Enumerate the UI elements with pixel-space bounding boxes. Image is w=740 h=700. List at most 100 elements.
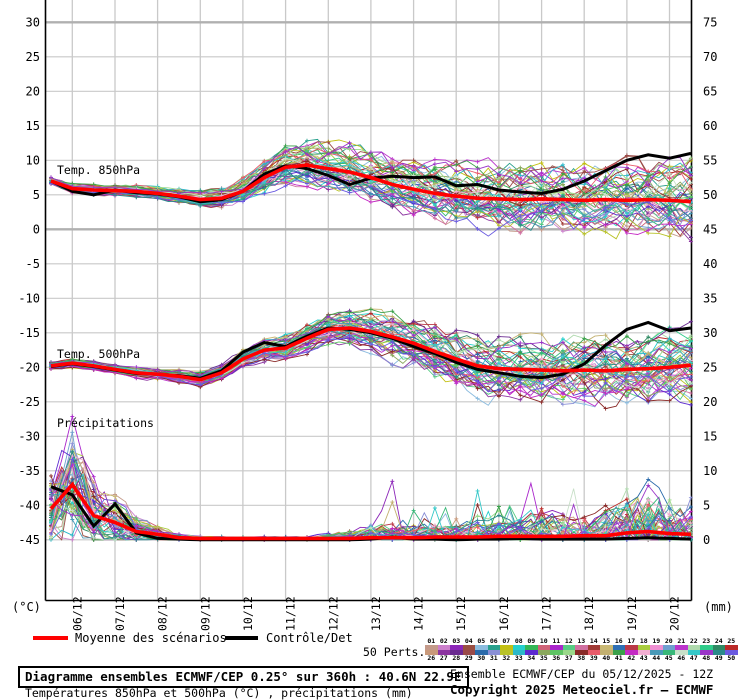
left-tick-label: 25: [26, 50, 40, 64]
right-tick-label: 70: [703, 50, 717, 64]
axis-tick-labels: 302520151050-5-10-15-20-25-30-35-40-4575…: [12, 15, 733, 631]
pert-colors-row-bottom: [425, 650, 738, 655]
pert-number: 25: [727, 637, 736, 645]
right-axis-unit: (mm): [704, 600, 733, 614]
pert-color-swatch: [725, 645, 738, 650]
date-tick-label: 06/12: [70, 596, 84, 631]
pert-number: 16: [614, 637, 623, 645]
left-tick-label: 0: [33, 222, 40, 236]
date-tick-label: 09/12: [198, 596, 212, 631]
control-legend-label: Contrôle/Det: [266, 631, 353, 645]
left-axis-unit: (°C): [12, 600, 41, 614]
pert-number: 05: [477, 637, 486, 645]
pert-color-swatch: [525, 650, 538, 655]
pert-number: 27: [439, 654, 448, 662]
pert-color-swatch: [600, 650, 613, 655]
axes: [44, 0, 693, 602]
control-legend-swatch: [225, 636, 258, 640]
panel-label: Temp. 500hPa: [57, 347, 140, 361]
pert-color-swatch: [600, 645, 613, 650]
date-tick-label: 19/12: [625, 596, 639, 631]
run-info: Ensemble ECMWF/CEP du 05/12/2025 - 12Z: [450, 667, 714, 681]
pert-number: 37: [564, 654, 573, 662]
pert-color-swatch: [462, 645, 475, 650]
pert-number: 29: [464, 654, 473, 662]
pert-color-swatch: [537, 645, 550, 650]
mean-legend-label: Moyenne des scénarios: [75, 631, 227, 645]
pert-color-swatch: [425, 645, 438, 650]
pert-number: 14: [589, 637, 598, 645]
pert-color-swatch: [500, 645, 513, 650]
right-tick-label: 45: [703, 222, 717, 236]
right-tick-label: 65: [703, 84, 717, 98]
date-tick-label: 13/12: [369, 596, 383, 631]
left-tick-label: -10: [18, 291, 40, 305]
pert-color-swatch: [625, 645, 638, 650]
panel-precip: [49, 414, 693, 542]
pert-number: 33: [514, 654, 523, 662]
pert-color-swatch: [575, 645, 588, 650]
date-tick-label: 17/12: [540, 596, 554, 631]
pert-number: 10: [539, 637, 548, 645]
right-tick-label: 10: [703, 464, 717, 478]
pert-color-swatch: [487, 650, 500, 655]
right-tick-label: 20: [703, 395, 717, 409]
pert-number: 36: [552, 654, 561, 662]
left-tick-label: 5: [33, 188, 40, 202]
date-tick-label: 18/12: [582, 596, 596, 631]
pert-number: 47: [689, 654, 698, 662]
panel-t850: [49, 138, 693, 244]
pert-number: 30: [477, 654, 486, 662]
pert-number: 43: [639, 654, 648, 662]
pert-number: 48: [702, 654, 711, 662]
pert-number: 06: [489, 637, 498, 645]
panel-t500: [49, 307, 693, 411]
date-tick-label: 14/12: [412, 596, 426, 631]
pert-number: 04: [464, 637, 473, 645]
date-tick-label: 20/12: [668, 596, 682, 631]
pert-number: 46: [677, 654, 686, 662]
panel-labels: Temp. 850hPa Temp. 500hPa Précipitations: [57, 163, 154, 430]
pert-color-swatch: [637, 645, 650, 650]
right-tick-label: 75: [703, 15, 717, 29]
ensemble-chart: 302520151050-5-10-15-20-25-30-35-40-4575…: [12, 0, 733, 631]
left-tick-label: -40: [18, 498, 40, 512]
pert-number: 39: [589, 654, 598, 662]
right-tick-label: 30: [703, 326, 717, 340]
pert-color-swatch: [712, 650, 725, 655]
pert-number: 28: [452, 654, 461, 662]
pert-number: 31: [489, 654, 498, 662]
pert-color-swatch: [687, 645, 700, 650]
right-tick-label: 15: [703, 429, 717, 443]
pert-color-swatch: [700, 650, 713, 655]
mean-line: [50, 326, 692, 382]
pert-color-swatch: [650, 650, 663, 655]
pert-number: 19: [652, 637, 661, 645]
pert-number: 32: [502, 654, 511, 662]
pert-color-swatch: [500, 650, 513, 655]
pert-color-swatch: [562, 645, 575, 650]
pert-number: 35: [539, 654, 548, 662]
pert-color-swatch: [650, 645, 663, 650]
pert-number: 50: [727, 654, 736, 662]
mean-line: [50, 163, 692, 204]
chart-title-box: Diagramme ensembles ECMWF/CEP 0.25° sur …: [18, 666, 469, 688]
date-tick-label: 07/12: [113, 596, 127, 631]
mean-line: [49, 481, 691, 541]
pert-number: 34: [527, 654, 536, 662]
pert-color-swatch: [550, 645, 563, 650]
pert-number: 45: [664, 654, 673, 662]
pert-color-swatch: [675, 645, 688, 650]
right-tick-label: 55: [703, 153, 717, 167]
pert-color-swatch: [512, 645, 525, 650]
left-tick-label: 30: [26, 15, 40, 29]
pert-number: 23: [702, 637, 711, 645]
pert-number: 26: [427, 654, 436, 662]
pert-color-swatch: [475, 645, 488, 650]
pert-color-swatch: [475, 650, 488, 655]
pert-color-swatch: [450, 650, 463, 655]
pert-color-swatch: [537, 650, 550, 655]
pert-number: 49: [714, 654, 723, 662]
date-tick-label: 08/12: [156, 596, 170, 631]
